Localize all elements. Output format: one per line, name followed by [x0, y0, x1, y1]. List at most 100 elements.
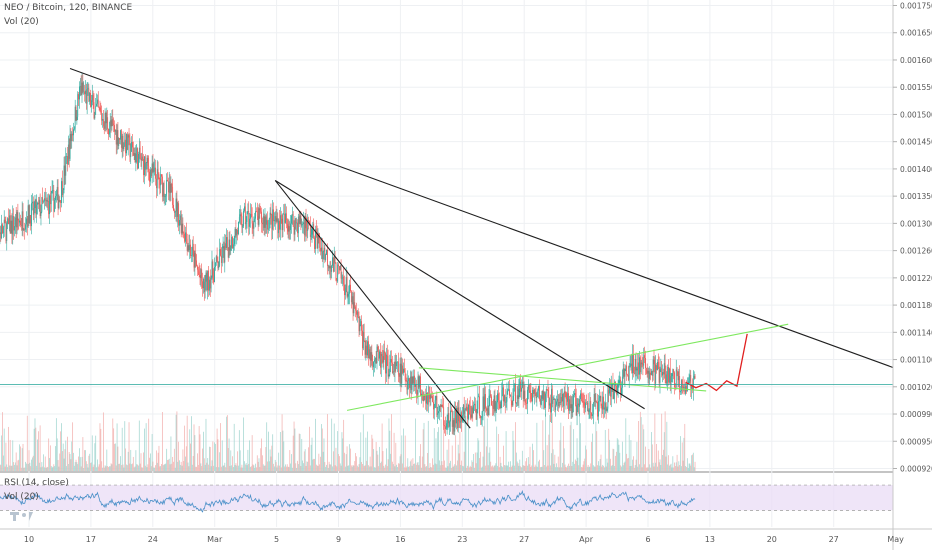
volume-bar [447, 466, 449, 471]
candle-body [583, 401, 585, 406]
candle-body [32, 201, 33, 204]
volume-bar [238, 430, 240, 471]
volume-bar [498, 467, 500, 471]
volume-bar [450, 460, 451, 471]
volume-bar [631, 465, 633, 471]
candle-body [33, 208, 35, 215]
candle-body [522, 381, 524, 399]
candle-body [395, 361, 397, 367]
volume-bar [604, 430, 606, 471]
candle-body [575, 396, 577, 416]
rsi-volume-label[interactable]: Vol (20) [4, 492, 39, 502]
volume-bar [586, 466, 588, 471]
volume-bar [210, 466, 212, 471]
volume-bar [265, 446, 267, 471]
volume-bar [651, 444, 653, 471]
candle-body [224, 243, 226, 263]
candle-body [671, 373, 673, 377]
candle-body [127, 135, 129, 150]
volume-bar [22, 443, 24, 471]
candle-body [59, 199, 61, 201]
volume-bar [157, 452, 159, 471]
candle-body [574, 393, 576, 397]
candle-body [509, 395, 511, 396]
candle-body [495, 403, 497, 412]
volume-bar [618, 444, 620, 471]
volume-bar [674, 466, 676, 471]
volume-bar [620, 465, 622, 471]
volume-bar [487, 465, 489, 471]
candle-body [573, 394, 575, 405]
volume-bar [474, 467, 475, 471]
rsi-panel: 80.0040.00 [0, 481, 922, 515]
volume-bar [156, 462, 158, 471]
candle-body [104, 112, 106, 129]
volume-bar [402, 463, 404, 471]
candle-body [316, 233, 318, 249]
volume-bar [558, 467, 560, 471]
volume-bar [599, 459, 601, 471]
candle-body [635, 359, 637, 371]
volume-indicator-label[interactable]: Vol (20) [4, 17, 39, 27]
candle-body [597, 402, 598, 417]
volume-bar [556, 467, 558, 471]
candle-body [161, 176, 163, 197]
volume-bar [503, 465, 505, 471]
volume-bar [364, 465, 366, 471]
volume-bar [523, 465, 525, 471]
candle-body [652, 359, 654, 376]
candle-body [641, 362, 643, 365]
volume-bar [341, 432, 343, 471]
candle-body [321, 247, 323, 259]
volume-bar [261, 438, 262, 471]
volume-bar [409, 461, 411, 471]
candle-body [503, 395, 505, 402]
candle-body [293, 226, 295, 235]
volume-bar [576, 438, 578, 471]
candle-body [467, 407, 469, 419]
candle-body [132, 147, 134, 156]
volume-bar [508, 461, 510, 471]
candle-body [418, 376, 420, 388]
volume-bar [607, 462, 609, 471]
candle-body [154, 167, 156, 169]
volume-bar [256, 467, 257, 471]
symbol-title[interactable]: NEO / Bitcoin, 120, BINANCE [4, 3, 133, 13]
volume-bar [169, 464, 171, 471]
volume-bar [315, 418, 316, 471]
volume-bar [253, 465, 255, 471]
volume-bar [417, 462, 419, 471]
volume-bar [324, 462, 326, 471]
candle-body [400, 363, 402, 384]
candle-body [328, 265, 330, 269]
volume-bar [564, 464, 566, 471]
candle-body [42, 197, 44, 203]
volume-bar [86, 463, 88, 471]
rsi-indicator-label[interactable]: RSI (14, close) [4, 478, 69, 488]
candle-body [408, 378, 410, 381]
candle-body [627, 375, 629, 381]
time-axis: 10 17 24 Mar 5 9 16 23 27 Apr 6 13 20 27 May [0, 528, 932, 544]
candle-body [598, 401, 599, 417]
volume-bar [138, 465, 139, 471]
candle-body [576, 405, 578, 416]
volume-bar [84, 450, 85, 471]
volume-bar [362, 463, 363, 471]
volume-bar [622, 465, 624, 471]
volume-bar [482, 456, 484, 471]
volume-bar [313, 458, 315, 471]
candle-body [593, 393, 595, 403]
candle-body [519, 381, 521, 389]
candle-body [528, 385, 530, 391]
candle-body [351, 296, 353, 303]
volume-bar [279, 431, 281, 471]
candle-body [173, 204, 174, 211]
volume-bar [288, 467, 290, 471]
candle-body [162, 182, 164, 197]
volume-bar [546, 445, 548, 471]
volume-bar [283, 441, 285, 471]
candle-body [21, 211, 23, 227]
candle-body [530, 392, 532, 400]
